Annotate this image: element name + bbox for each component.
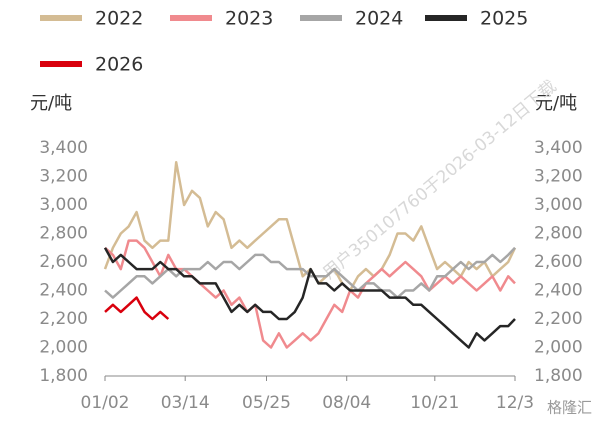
y-tick-label: 2,600	[39, 252, 88, 272]
y2-tick-label: 2,800	[534, 224, 583, 244]
x-tick-label: 03/14	[161, 393, 210, 413]
legend-label: 2022	[95, 8, 143, 30]
y2-tick-label: 3,400	[534, 138, 583, 158]
y-axis-label: 元/吨	[30, 93, 72, 114]
y-tick-label: 2,800	[39, 224, 88, 244]
y-tick-label: 1,800	[39, 366, 88, 386]
y-tick-label: 3,200	[39, 167, 88, 187]
series-line	[104, 239, 516, 349]
y-tick-label: 2,200	[39, 309, 88, 329]
x-tick-label: 12/3	[496, 393, 534, 413]
legend-label: 2024	[355, 8, 403, 30]
y2-tick-label: 2,000	[534, 338, 583, 358]
y2-tick-label: 3,000	[534, 195, 583, 215]
y2-axis-label: 元/吨	[535, 93, 577, 114]
y2-tick-label: 2,400	[534, 281, 583, 301]
x-tick-label: 08/04	[322, 393, 371, 413]
legend-label: 2023	[225, 8, 273, 30]
x-tick-label: 10/21	[410, 393, 459, 413]
series-line	[103, 247, 516, 349]
series-line	[104, 296, 170, 321]
y-tick-label: 3,000	[39, 195, 88, 215]
y2-tick-label: 2,600	[534, 252, 583, 272]
x-tick-label: 01/02	[81, 393, 130, 413]
y2-tick-label: 1,800	[534, 366, 583, 386]
x-tick-label: 05/25	[242, 393, 291, 413]
y-tick-label: 3,400	[39, 138, 88, 158]
series-line	[104, 246, 516, 299]
logo: 格隆汇	[547, 399, 592, 417]
legend-label: 2025	[480, 8, 528, 30]
legend-label: 2026	[95, 54, 143, 76]
y-tick-label: 2,000	[39, 338, 88, 358]
watermark: 用户350107760于2026-03-12日下载	[319, 77, 560, 284]
y-tick-label: 2,400	[39, 281, 88, 301]
y2-tick-label: 3,200	[534, 167, 583, 187]
y2-tick-label: 2,200	[534, 309, 583, 329]
